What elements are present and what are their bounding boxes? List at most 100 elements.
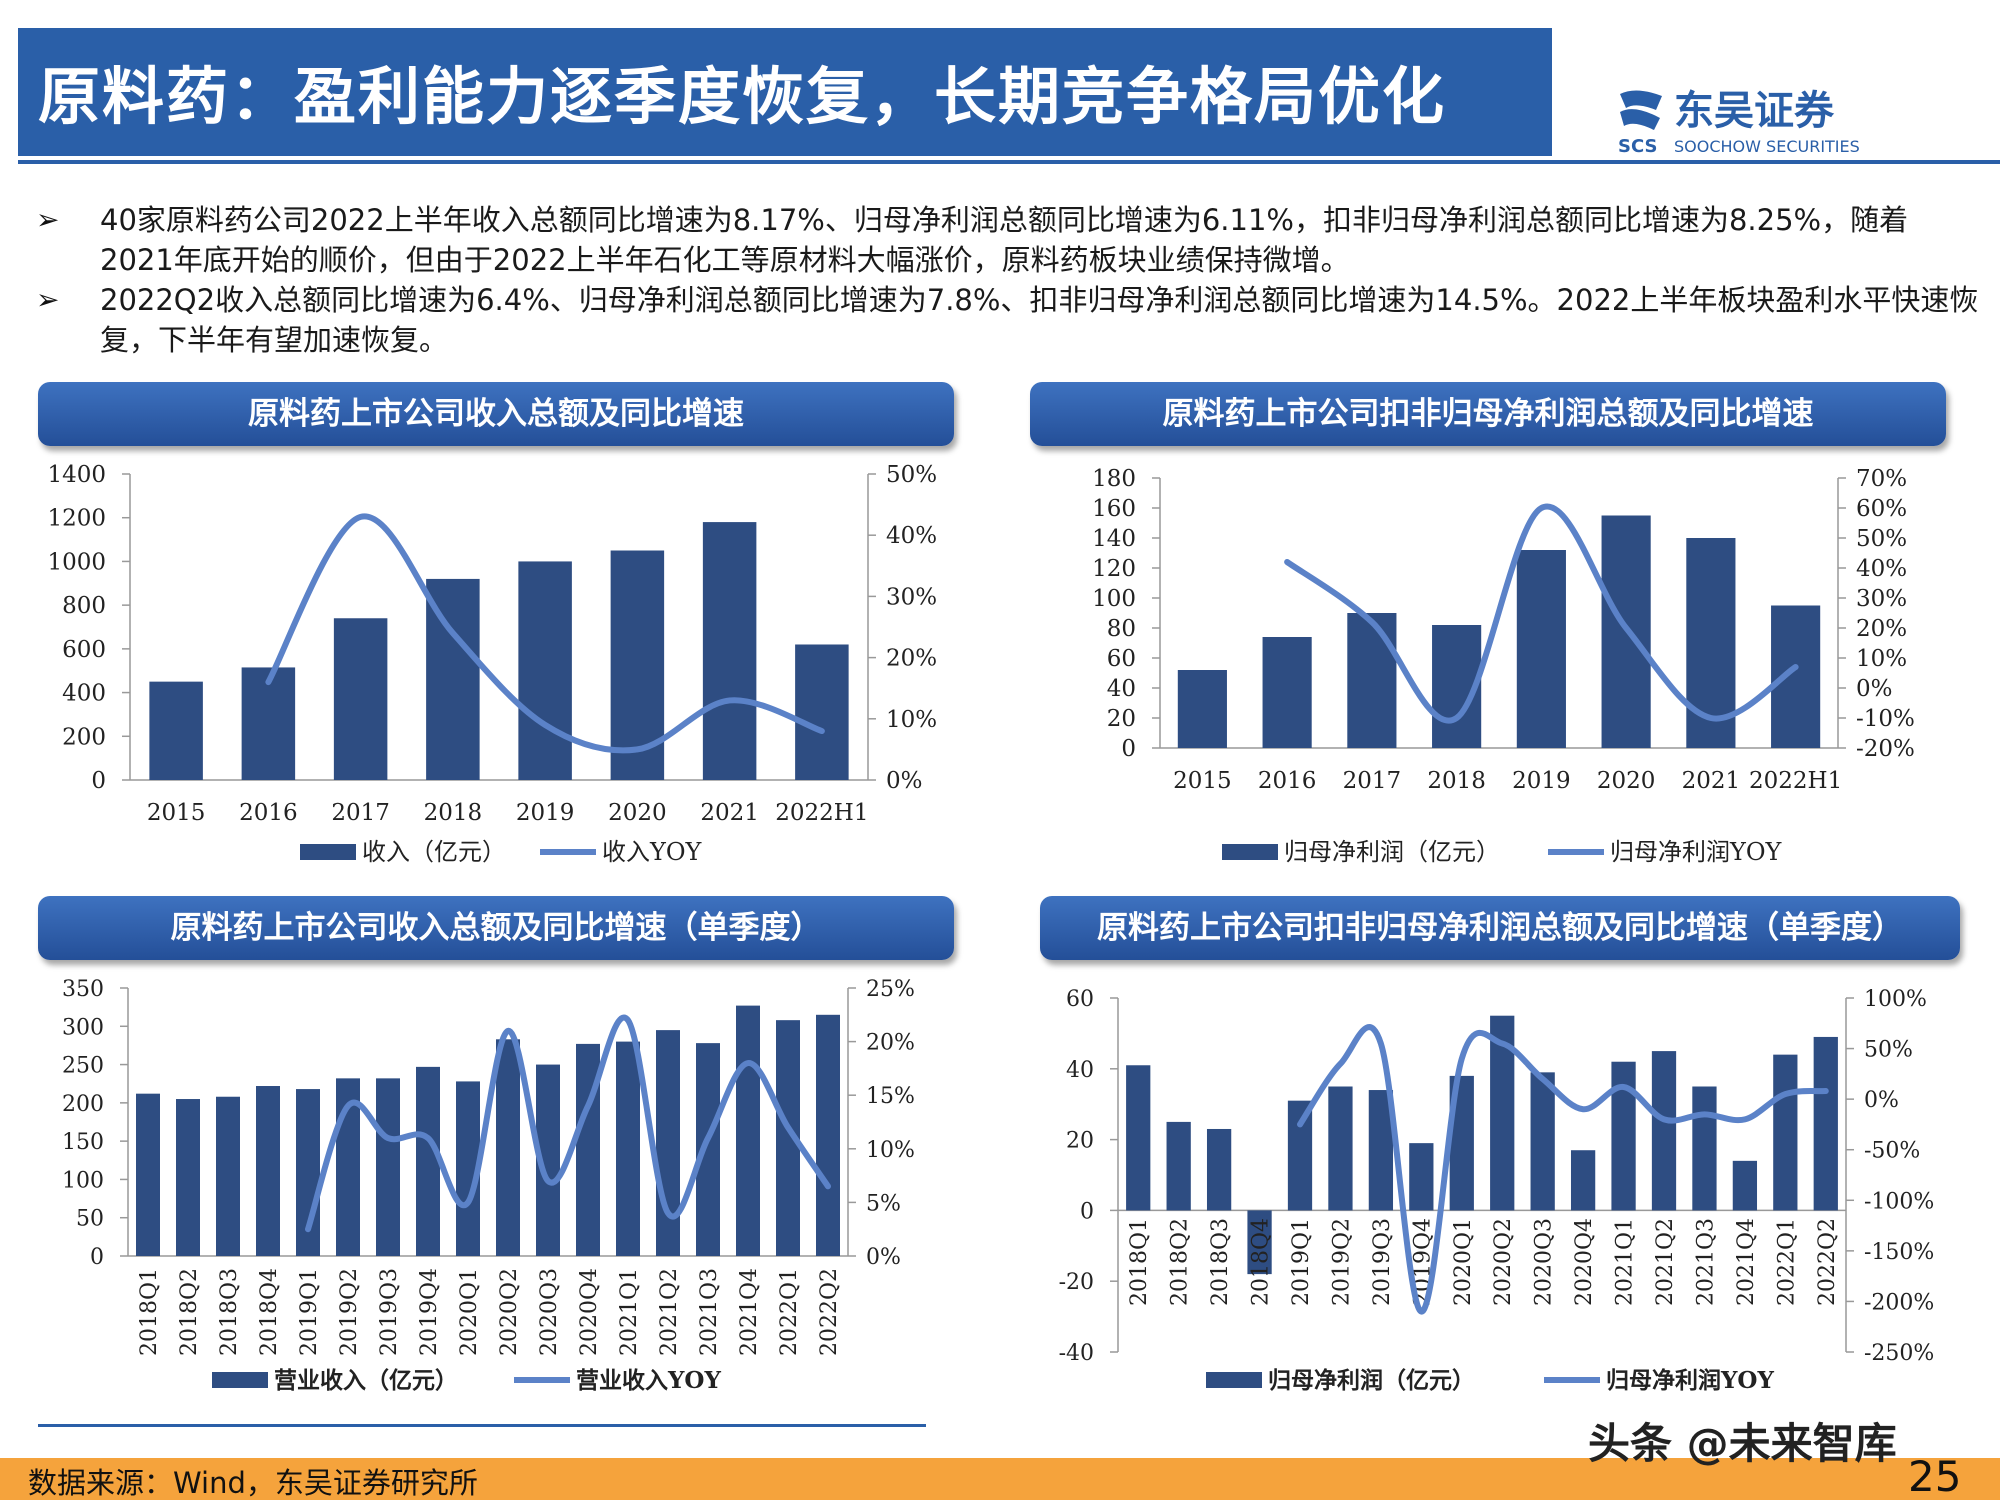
right-tick-label: -250% xyxy=(1864,1341,1934,1366)
category-label: 2020Q4 xyxy=(577,1268,602,1356)
category-label: 2018Q3 xyxy=(217,1268,242,1356)
category-label: 2018Q2 xyxy=(177,1268,202,1356)
left-tick-label: 50 xyxy=(76,1207,104,1232)
bar xyxy=(1207,1129,1231,1210)
category-label: 2020Q4 xyxy=(1572,1218,1597,1306)
category-label: 2022Q2 xyxy=(817,1268,842,1356)
right-tick-label: 10% xyxy=(866,1138,915,1163)
bar xyxy=(256,1086,280,1256)
category-label: 2018Q1 xyxy=(1127,1218,1152,1306)
category-label: 2020Q2 xyxy=(1491,1218,1516,1306)
chart-quarterly-revenue: 0 50 100 150 200 250 300 350 0% 5% 10% 15% 20% 25% 201… xyxy=(0,0,1000,1454)
bar xyxy=(1733,1161,1757,1211)
category-label: 2021Q2 xyxy=(1653,1218,1678,1306)
legend-swatch-bar xyxy=(1206,1372,1262,1388)
category-label: 2021Q4 xyxy=(1734,1218,1759,1306)
left-tick-label: -40 xyxy=(1059,1341,1094,1366)
bar xyxy=(376,1078,400,1256)
right-tick-label: 50% xyxy=(1864,1038,1913,1063)
right-tick-label: 15% xyxy=(866,1084,915,1109)
category-label: 2018Q4 xyxy=(257,1268,282,1356)
bar xyxy=(816,1015,840,1256)
category-label: 2021Q1 xyxy=(1613,1218,1638,1306)
bottom-rule xyxy=(38,1424,926,1427)
left-tick-label: 60 xyxy=(1066,987,1094,1012)
bar xyxy=(1773,1055,1797,1211)
right-tick-label: -200% xyxy=(1864,1290,1934,1315)
category-label: 2019Q4 xyxy=(417,1268,442,1356)
left-tick-label: 300 xyxy=(62,1015,104,1040)
category-label: 2019Q1 xyxy=(297,1268,322,1356)
right-tick-label: 20% xyxy=(866,1031,915,1056)
category-label: 2018Q4 xyxy=(1249,1218,1274,1306)
left-tick-label: 250 xyxy=(62,1054,104,1079)
right-tick-label: 25% xyxy=(866,977,915,1002)
bar xyxy=(416,1067,440,1256)
category-label: 2020Q3 xyxy=(1532,1218,1557,1306)
bar xyxy=(1692,1087,1716,1211)
bar xyxy=(1409,1143,1433,1210)
category-label: 2019Q2 xyxy=(1329,1218,1354,1306)
legend-label-bar: 归母净利润（亿元） xyxy=(1268,1367,1475,1394)
right-tick-label: 0% xyxy=(866,1245,901,1270)
left-tick-label: 200 xyxy=(62,1092,104,1117)
legend-label-line: 归母净利润YOY xyxy=(1606,1367,1774,1394)
left-tick-label: -20 xyxy=(1059,1270,1094,1295)
right-tick-label: -100% xyxy=(1864,1189,1934,1214)
category-label: 2019Q1 xyxy=(1289,1218,1314,1306)
right-tick-label: 0% xyxy=(1864,1088,1899,1113)
category-label: 2018Q3 xyxy=(1208,1218,1233,1306)
category-label: 2019Q2 xyxy=(337,1268,362,1356)
left-tick-label: 0 xyxy=(1080,1199,1094,1224)
chart-quarterly-profit: -40 -20 0 20 40 60 -250% -200% -150% -100% -50% 0% 5… xyxy=(1000,0,2000,1454)
category-label: 2021Q3 xyxy=(1693,1218,1718,1306)
category-label: 2020Q1 xyxy=(457,1268,482,1356)
left-tick-label: 100 xyxy=(62,1168,104,1193)
bar xyxy=(1652,1051,1676,1210)
bar xyxy=(736,1006,760,1256)
legend-label-bar: 营业收入（亿元） xyxy=(274,1367,458,1394)
category-label: 2022Q1 xyxy=(777,1268,802,1356)
left-tick-label: 0 xyxy=(90,1245,104,1270)
bar xyxy=(696,1043,720,1256)
left-tick-label: 150 xyxy=(62,1130,104,1155)
category-label: 2019Q3 xyxy=(377,1268,402,1356)
category-label: 2018Q2 xyxy=(1168,1218,1193,1306)
category-label: 2021Q3 xyxy=(697,1268,722,1356)
category-label: 2022Q1 xyxy=(1774,1218,1799,1306)
left-tick-label: 40 xyxy=(1066,1058,1094,1083)
page-number: 25 xyxy=(1908,1452,1961,1501)
bar xyxy=(1531,1072,1555,1210)
bar xyxy=(1288,1101,1312,1211)
watermark: 头条 @未来智库 xyxy=(1588,1410,1897,1471)
bar xyxy=(1814,1037,1838,1210)
left-tick-label: 20 xyxy=(1066,1129,1094,1154)
bar xyxy=(496,1039,520,1256)
legend-swatch-bar xyxy=(212,1372,268,1388)
category-label: 2020Q2 xyxy=(497,1268,522,1356)
category-label: 2018Q1 xyxy=(137,1268,162,1356)
left-tick-label: 350 xyxy=(62,977,104,1002)
category-label: 2020Q1 xyxy=(1451,1218,1476,1306)
category-label: 2021Q2 xyxy=(657,1268,682,1356)
category-label: 2021Q4 xyxy=(737,1268,762,1356)
bar xyxy=(616,1042,640,1256)
category-label: 2021Q1 xyxy=(617,1268,642,1356)
category-label: 2019Q3 xyxy=(1370,1218,1395,1306)
bar xyxy=(1167,1122,1191,1211)
bar xyxy=(1328,1087,1352,1211)
bar xyxy=(1126,1065,1150,1210)
bar xyxy=(176,1099,200,1256)
bar xyxy=(136,1094,160,1256)
right-tick-label: 5% xyxy=(866,1191,901,1216)
data-source: 数据来源：Wind，东吴证券研究所 xyxy=(28,1460,478,1502)
bar xyxy=(1571,1150,1595,1210)
right-tick-label: -150% xyxy=(1864,1240,1934,1265)
bar xyxy=(656,1030,680,1256)
bar xyxy=(216,1097,240,1256)
right-tick-label: -50% xyxy=(1864,1139,1920,1164)
category-label: 2020Q3 xyxy=(537,1268,562,1356)
category-label: 2022Q2 xyxy=(1815,1218,1840,1306)
legend-label-line: 营业收入YOY xyxy=(576,1367,721,1394)
right-tick-label: 100% xyxy=(1864,987,1927,1012)
